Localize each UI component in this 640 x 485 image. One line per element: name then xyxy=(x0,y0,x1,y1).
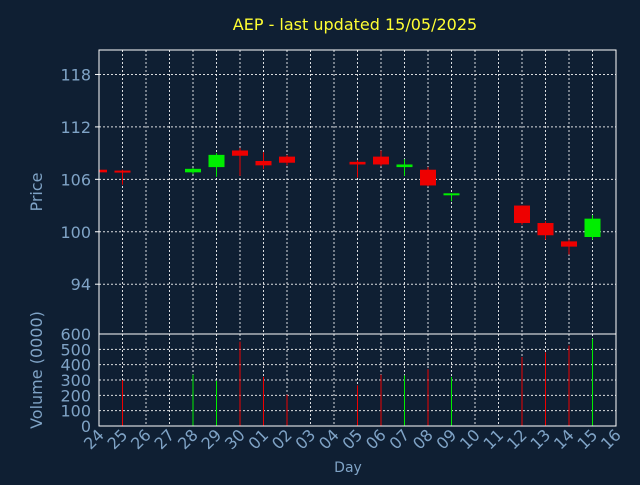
candlestick xyxy=(232,147,248,176)
candlestick xyxy=(514,205,530,225)
candlestick xyxy=(420,167,436,187)
chart-title: AEP - last updated 15/05/2025 xyxy=(233,15,477,34)
volume-tick-label: 600 xyxy=(60,325,91,344)
price-axis-label: Price xyxy=(27,172,46,211)
candle-body xyxy=(514,205,530,224)
day-tick-label: 16 xyxy=(597,425,625,453)
candle-body xyxy=(185,168,201,173)
volume-tick-label: 100 xyxy=(60,402,91,421)
candlestick xyxy=(561,239,577,255)
candlestick xyxy=(279,154,295,166)
price-grid xyxy=(98,50,617,334)
candlestick xyxy=(584,215,601,240)
candlestick xyxy=(255,152,272,169)
candle-body xyxy=(279,156,295,163)
price-tick-label: 106 xyxy=(60,170,91,189)
candle-body xyxy=(396,164,413,168)
candlestick xyxy=(349,160,366,178)
price-tick-label: 94 xyxy=(71,275,91,294)
volume-tick-label: 300 xyxy=(60,371,91,390)
candlestick xyxy=(396,159,413,176)
price-tick-label: 112 xyxy=(60,118,91,137)
candle-body xyxy=(99,169,107,173)
candle-body xyxy=(443,193,460,196)
candlestick xyxy=(114,169,131,185)
day-tick-labels: 2425262728293001020304050607080910111213… xyxy=(80,425,625,453)
candle-body xyxy=(208,154,225,168)
candle-body xyxy=(232,150,248,156)
price-tick-label: 118 xyxy=(60,65,91,84)
candlestick xyxy=(443,193,460,202)
candlestick xyxy=(537,221,554,240)
day-axis-label: Day xyxy=(334,460,362,476)
candle-body xyxy=(584,218,601,238)
candlestick xyxy=(208,153,225,177)
candlestick xyxy=(98,168,107,173)
volume-bars xyxy=(122,338,593,426)
volume-tick-label: 200 xyxy=(60,386,91,405)
candle-body xyxy=(255,160,272,166)
candle-body xyxy=(373,156,389,165)
volume-tick-label: 0 xyxy=(81,417,91,436)
candlestick xyxy=(185,167,201,175)
volume-tick-label: 400 xyxy=(60,356,91,375)
price-tick-label: 100 xyxy=(60,223,91,242)
candle-body xyxy=(114,170,131,173)
volume-plot-frame xyxy=(98,333,617,427)
volume-axis-label: Volume (0000) xyxy=(27,311,46,429)
candle-body xyxy=(420,169,436,186)
price-tick-labels: 94 100 106 112 118 xyxy=(60,65,99,294)
candlesticks xyxy=(98,147,601,255)
candle-body xyxy=(349,161,366,165)
candlestick xyxy=(373,150,389,167)
candle-body xyxy=(561,241,577,247)
candle-body xyxy=(537,223,554,236)
volume-tick-label: 500 xyxy=(60,340,91,359)
